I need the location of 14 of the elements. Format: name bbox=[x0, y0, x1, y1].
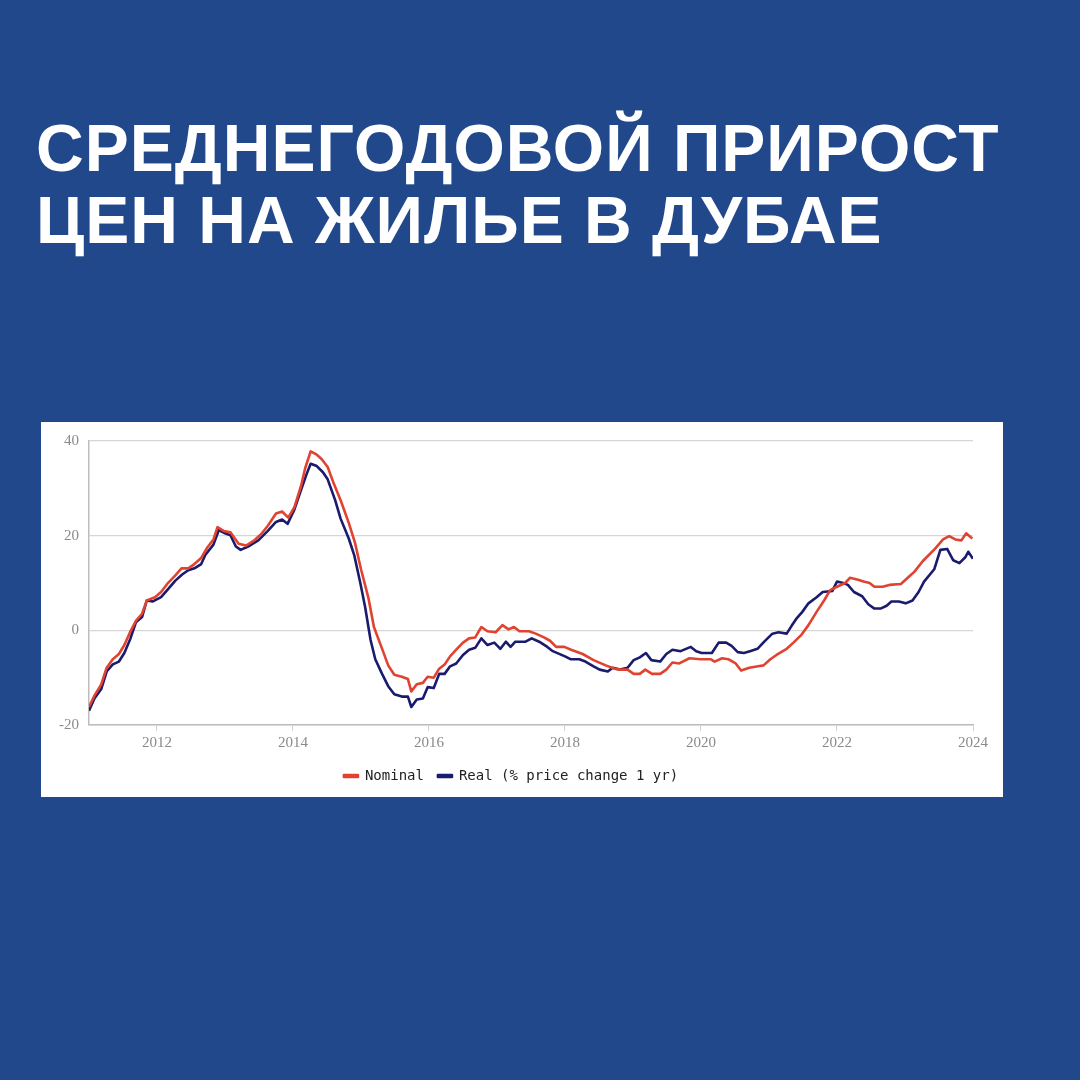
x-tick-label: 2012 bbox=[142, 733, 172, 750]
legend-label: Nominal bbox=[364, 766, 424, 783]
x-tick-label: 2020 bbox=[686, 733, 716, 750]
x-tick-label: 2014 bbox=[278, 733, 309, 750]
y-tick-label: -20 bbox=[59, 715, 79, 732]
chart-title: СРЕДНЕГОДОВОЙ ПРИРОСТ ЦЕН НА ЖИЛЬЕ В ДУБАЕ bbox=[36, 111, 1001, 257]
legend-label: Real (% price change 1 yr) bbox=[458, 766, 679, 783]
x-tick-label: 2018 bbox=[550, 733, 580, 750]
x-tick-label: 2022 bbox=[822, 733, 852, 750]
x-tick-label: 2016 bbox=[414, 733, 445, 750]
y-tick-label: 0 bbox=[71, 621, 79, 638]
y-tick-label: 20 bbox=[64, 526, 79, 543]
y-tick-label: 40 bbox=[64, 431, 79, 448]
x-tick-label: 2024 bbox=[958, 733, 989, 750]
